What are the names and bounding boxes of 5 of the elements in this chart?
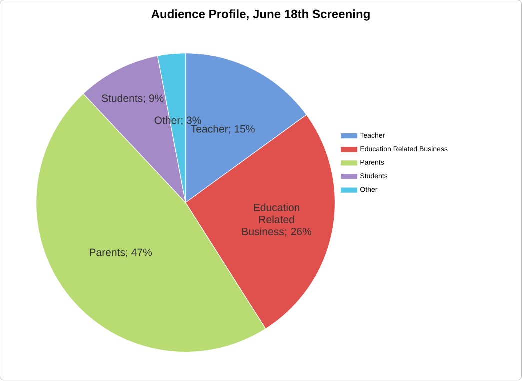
data-label: Parents; 47% <box>90 249 152 258</box>
chart-title: Audience Profile, June 18th Screening <box>152 10 370 22</box>
data-label: Students; 9% <box>102 94 164 104</box>
data-label: Teacher; 15% <box>191 125 255 134</box>
data-label: Education Related Business; 26% <box>242 204 312 237</box>
